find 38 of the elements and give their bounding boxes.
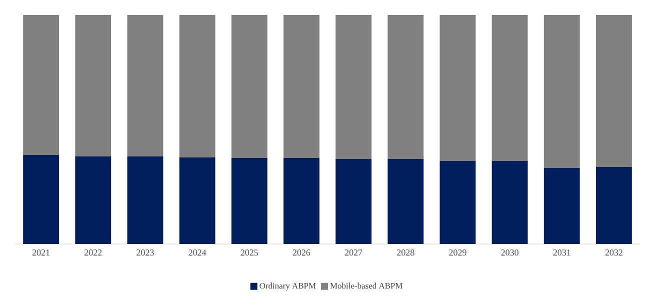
bar (231, 14, 268, 158)
bar (440, 160, 476, 244)
x-tick-label: 2029 (449, 250, 466, 256)
bar (179, 14, 216, 158)
bar (336, 158, 372, 244)
legend-label: Ordinary ABPM (260, 282, 316, 290)
bar (283, 158, 320, 244)
x-tick-label: 2023 (136, 250, 154, 256)
bar (596, 167, 632, 244)
bar (440, 14, 476, 161)
bar (596, 14, 632, 168)
bar (179, 157, 216, 244)
bar (75, 14, 112, 156)
x-tick-label: 2028 (397, 250, 414, 256)
bar (336, 14, 372, 159)
bar (388, 158, 424, 244)
bar (23, 154, 60, 244)
x-tick-label: 2025 (240, 250, 258, 256)
bar (283, 14, 320, 158)
x-tick-label: 2022 (84, 250, 102, 256)
bar (23, 14, 60, 155)
x-tick-label: 2024 (188, 250, 206, 256)
bar (75, 156, 112, 244)
x-tick-label: 2031 (553, 250, 570, 256)
x-tick-label: 2030 (501, 250, 518, 256)
bar (544, 168, 580, 244)
x-tick-label: 2032 (605, 250, 622, 256)
bar (127, 156, 164, 244)
x-tick-label: 2026 (292, 250, 310, 256)
x-tick-label: 2027 (344, 250, 362, 256)
bar (388, 14, 424, 159)
bar (492, 14, 528, 161)
bar (127, 14, 164, 156)
bar (231, 158, 268, 244)
bar (544, 14, 580, 168)
legend-label: Mobile-based ABPM (330, 282, 402, 289)
x-tick-label: 2021 (32, 250, 50, 256)
bar (492, 160, 528, 244)
